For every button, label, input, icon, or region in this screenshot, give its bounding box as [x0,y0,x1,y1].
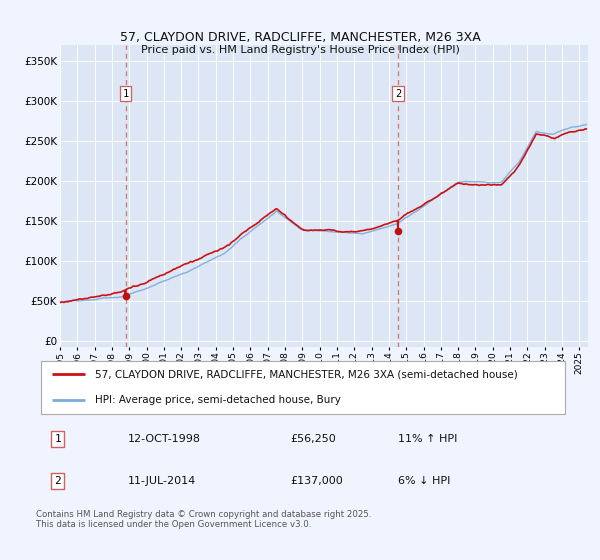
Text: 11% ↑ HPI: 11% ↑ HPI [398,434,457,444]
FancyBboxPatch shape [41,361,565,414]
Text: HPI: Average price, semi-detached house, Bury: HPI: Average price, semi-detached house,… [95,395,341,404]
Text: 1: 1 [54,434,61,444]
Text: 57, CLAYDON DRIVE, RADCLIFFE, MANCHESTER, M26 3XA: 57, CLAYDON DRIVE, RADCLIFFE, MANCHESTER… [119,31,481,44]
Text: Price paid vs. HM Land Registry's House Price Index (HPI): Price paid vs. HM Land Registry's House … [140,45,460,55]
Text: 11-JUL-2014: 11-JUL-2014 [128,476,196,486]
Text: 57, CLAYDON DRIVE, RADCLIFFE, MANCHESTER, M26 3XA (semi-detached house): 57, CLAYDON DRIVE, RADCLIFFE, MANCHESTER… [95,369,518,379]
Text: 2: 2 [395,88,401,99]
Text: £56,250: £56,250 [290,434,335,444]
Text: 6% ↓ HPI: 6% ↓ HPI [398,476,450,486]
Text: 2: 2 [54,476,61,486]
Text: Contains HM Land Registry data © Crown copyright and database right 2025.
This d: Contains HM Land Registry data © Crown c… [36,510,371,529]
Text: £137,000: £137,000 [290,476,343,486]
Text: 12-OCT-1998: 12-OCT-1998 [128,434,201,444]
Text: 1: 1 [122,88,129,99]
